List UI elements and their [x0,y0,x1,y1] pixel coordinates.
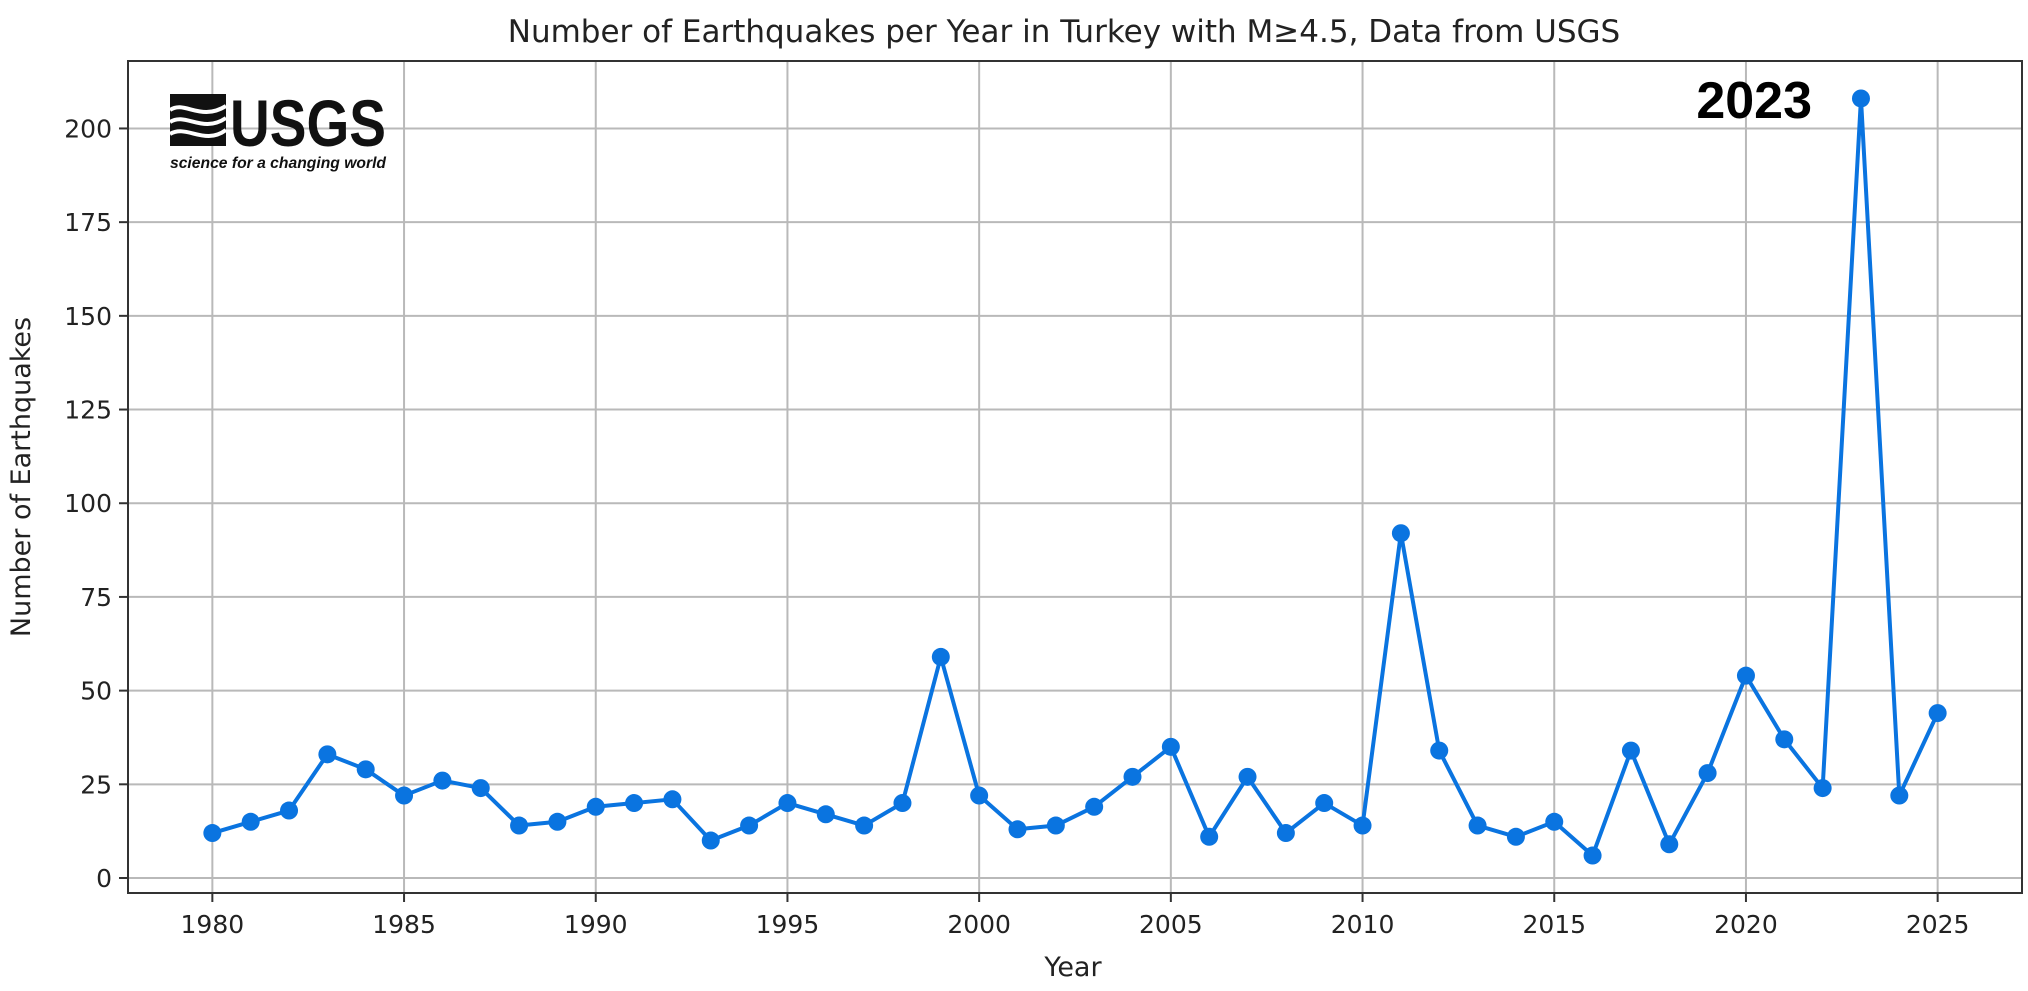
usgs-logo: USGS science for a changing world [168,86,387,172]
data-point [1890,786,1909,805]
data-point [433,771,452,790]
y-tick-label: 125 [64,396,112,425]
x-tick-label: 2025 [1906,910,1970,939]
x-tick-label: 2015 [1522,910,1586,939]
data-point [280,801,299,820]
data-point [1545,812,1564,831]
data-series [203,89,1947,865]
data-point [203,824,222,843]
data-point [510,816,529,835]
y-tick-label: 0 [96,864,112,893]
x-tick-label: 1980 [181,910,245,939]
chart-title: Number of Earthquakes per Year in Turkey… [508,14,1620,50]
data-point [1085,797,1104,816]
data-point [1276,824,1295,843]
data-point [816,805,835,824]
y-tick-label: 75 [80,583,112,612]
usgs-wave-icon [168,94,228,146]
data-point [356,760,375,779]
data-point [1698,764,1717,783]
data-point [1315,794,1334,813]
peak-annotation: 2023 [1696,72,1812,130]
x-tick-label: 1990 [564,910,628,939]
x-tick-label: 1995 [756,910,820,939]
data-point [1123,767,1142,786]
data-point [1353,816,1372,835]
data-point [931,647,950,666]
data-point [1238,767,1257,786]
x-axis: 1980 1985 1990 1995 2000 2005 2010 2015 2020 2025 [181,893,1970,939]
series-line [211,96,1940,858]
y-tick-label: 175 [64,208,112,237]
data-point [1008,820,1027,839]
y-tick-label: 100 [64,489,112,518]
data-point [548,812,567,831]
usgs-tagline: science for a changing world [170,155,387,172]
data-point [1468,816,1487,835]
x-tick-label: 2000 [947,910,1011,939]
y-tick-label: 150 [64,302,112,331]
data-point [1391,524,1410,543]
data-point [318,745,337,764]
y-tick-label: 25 [80,770,112,799]
gridlines [128,61,2022,893]
data-point [1621,741,1640,760]
plot-frame [127,60,2023,894]
data-point [395,786,414,805]
data-point [1506,827,1525,846]
x-tick-label: 2010 [1331,910,1395,939]
data-point [1775,730,1794,749]
data-point [701,831,720,850]
x-tick-label: 2005 [1139,910,1203,939]
y-tick-label: 50 [80,677,112,706]
data-point [1736,666,1755,685]
data-point [1161,737,1180,756]
data-point [1660,835,1679,854]
y-axis-title: Number of Earthquakes [6,317,37,637]
data-point [855,816,874,835]
x-tick-label: 1985 [372,910,436,939]
data-point [1200,827,1219,846]
data-point [1851,89,1870,108]
y-axis: 0 25 50 75 100 125 150 175 200 [64,114,128,893]
data-point [471,779,490,798]
data-point [1583,846,1602,865]
data-point [625,794,644,813]
data-point [778,794,797,813]
data-point [1813,779,1832,798]
data-point [586,797,605,816]
data-point [1046,816,1065,835]
y-tick-label: 200 [64,114,112,143]
data-point [970,786,989,805]
data-point [1430,741,1449,760]
x-axis-title: Year [1043,952,1102,983]
x-tick-label: 2020 [1714,910,1778,939]
usgs-wordmark: USGS [230,86,386,160]
data-point [241,812,260,831]
data-point [1928,704,1947,723]
data-point [740,816,759,835]
data-point [663,790,682,809]
data-point [893,794,912,813]
